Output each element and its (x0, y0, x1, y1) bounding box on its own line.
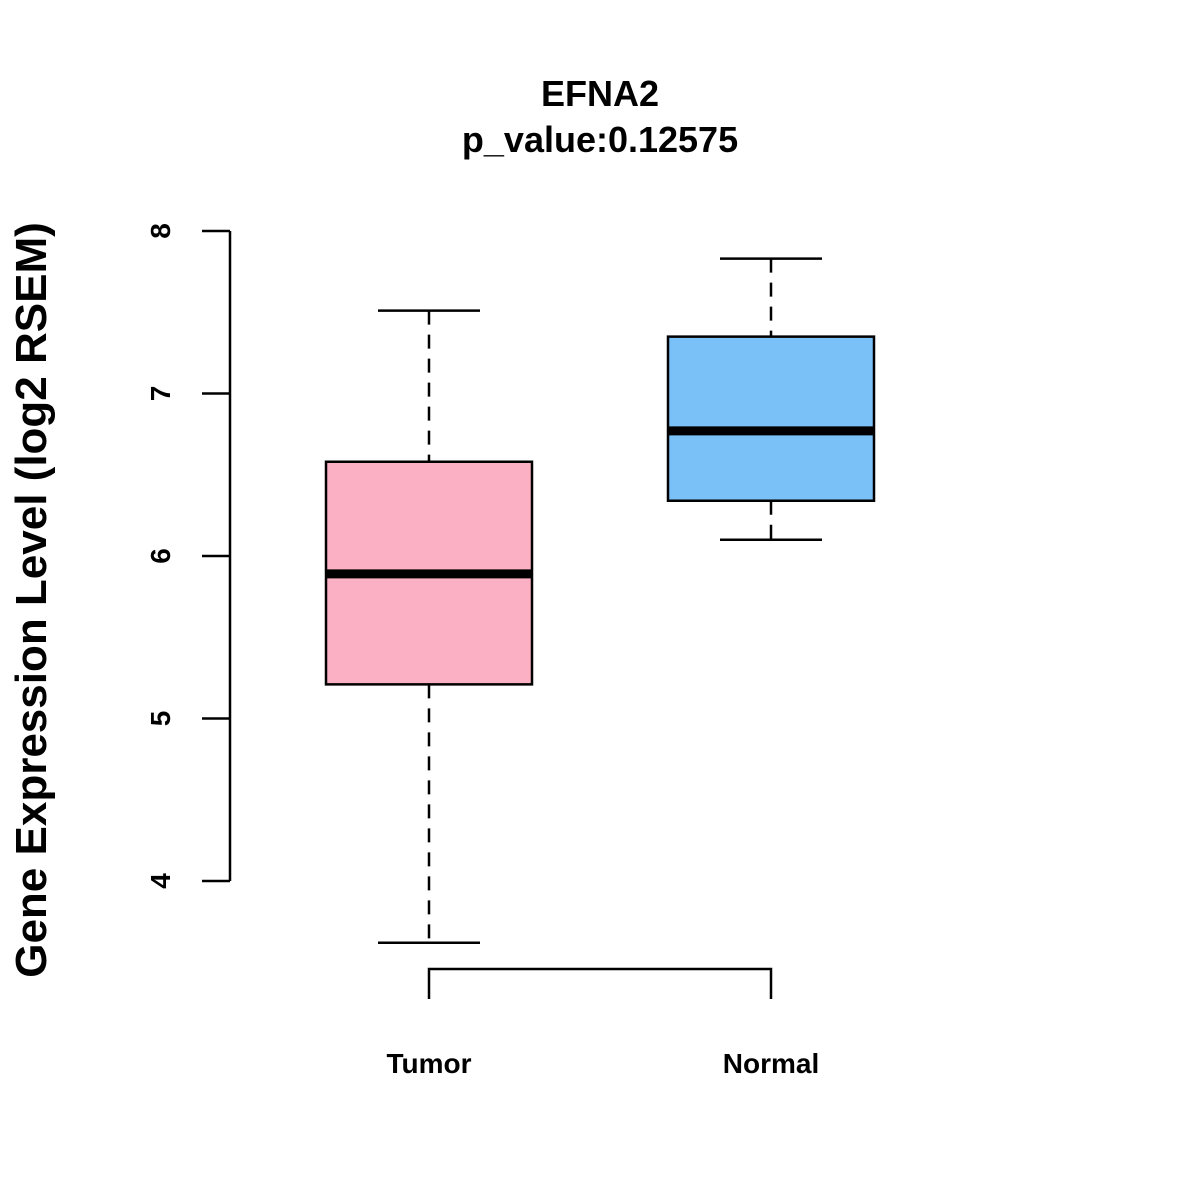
y-tick-label-7: 7 (145, 386, 176, 402)
bracket-line (427, 967, 773, 999)
chart-subtitle: p_value:0.12575 (462, 119, 738, 160)
x-axis-labels: Tumor Normal (386, 1048, 819, 1079)
box-tumor (324, 309, 534, 944)
y-tick-label-8: 8 (145, 223, 176, 239)
chart-title: EFNA2 (541, 73, 659, 114)
y-axis-label: Gene Expression Level (log2 RSEM) (7, 222, 56, 978)
iqr-box-normal (666, 335, 876, 502)
comparison-bracket (427, 967, 773, 999)
boxes (324, 257, 876, 944)
box-normal (666, 257, 876, 541)
x-label-tumor: Tumor (386, 1048, 471, 1079)
y-axis: 4 5 6 7 8 (145, 223, 232, 889)
y-tick-label-5: 5 (145, 711, 176, 727)
y-tick-label-4: 4 (145, 873, 176, 889)
x-label-normal: Normal (723, 1048, 819, 1079)
y-tick-label-6: 6 (145, 548, 176, 564)
